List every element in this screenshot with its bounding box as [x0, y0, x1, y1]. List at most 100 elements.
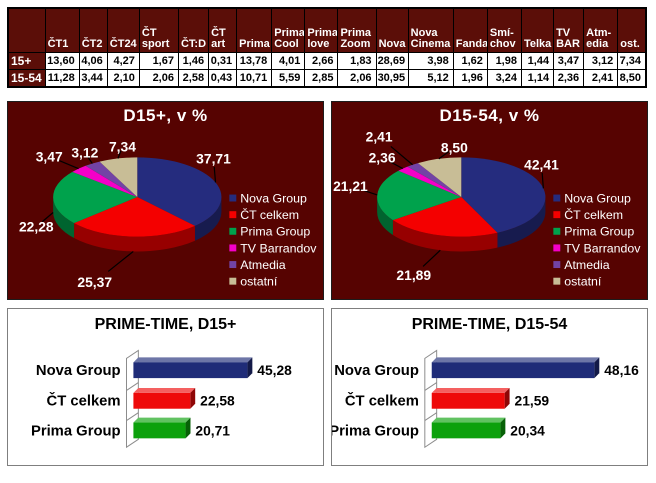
channel-column-header: TV BAR	[553, 7, 585, 53]
corner-cell	[7, 7, 46, 53]
svg-text:3,12: 3,12	[71, 144, 98, 160]
share-value-cell: 8,50	[617, 69, 647, 88]
share-value-cell: 5,59	[271, 69, 306, 88]
svg-text:Prima Group: Prima Group	[332, 423, 419, 439]
svg-text:ČT celkem: ČT celkem	[345, 392, 419, 410]
share-value-cell: 1,62	[452, 52, 488, 70]
svg-text:45,28: 45,28	[257, 362, 292, 378]
svg-text:7,34: 7,34	[109, 138, 136, 154]
share-value-cell: 1,67	[138, 52, 179, 70]
pie-panel-d15plus: 37,71 25,37 22,28 3,47 3,12 7,34 Nova Group ČT …	[7, 101, 324, 300]
pie-chart-d15plus: 37,71 25,37 22,28 3,47 3,12 7,34 Nova Group ČT …	[19, 138, 317, 290]
share-value-cell: 2,58	[177, 69, 210, 88]
bar-chart-title-primetime-d15plus: PRIME-TIME, D15+	[94, 316, 237, 333]
svg-text:48,16: 48,16	[604, 362, 639, 378]
share-value-cell: 4,01	[271, 52, 306, 70]
bar-panel-primetime-d15-54: Nova Group 48,16 ČT celkem 21,59 Prima Group…	[331, 308, 648, 466]
svg-text:Nova Group: Nova Group	[36, 363, 121, 379]
share-value-cell: 4,06	[78, 52, 108, 70]
share-value-cell: 30,95	[375, 69, 409, 88]
svg-text:25,37: 25,37	[77, 274, 112, 290]
share-value-cell: 3,12	[583, 52, 619, 70]
share-value-cell: 2,10	[106, 69, 140, 88]
channel-column-header: Nova	[375, 7, 409, 53]
share-value-cell: 13,78	[236, 52, 273, 70]
svg-text:22,58: 22,58	[200, 393, 235, 409]
channel-column-header: ost.	[617, 7, 647, 53]
svg-text:Nova Group: Nova Group	[240, 191, 307, 205]
svg-text:2,41: 2,41	[366, 129, 393, 145]
channel-column-header: ČT24	[106, 7, 140, 53]
share-value-cell: 2,06	[138, 69, 179, 88]
share-value-cell: 4,27	[106, 52, 140, 70]
svg-text:Atmedia: Atmedia	[240, 258, 285, 272]
share-value-cell: 3,24	[486, 69, 522, 88]
share-value-cell: 3,44	[78, 69, 108, 88]
svg-text:8,50: 8,50	[441, 139, 468, 155]
svg-text:2,36: 2,36	[369, 149, 396, 165]
channel-column-header: ČT2	[78, 7, 108, 53]
pie-charts-row: 37,71 25,37 22,28 3,47 3,12 7,34 Nova Group ČT …	[7, 101, 648, 300]
share-value-cell: 7,34	[617, 52, 647, 70]
channel-column-header: Prima Cool	[271, 7, 306, 53]
share-value-cell: 10,71	[236, 69, 273, 88]
audience-row: 15-54 11,28 3,44 2,10 2,06 2,58 0,43 10,71 5,59 2…	[7, 69, 647, 88]
svg-text:20,71: 20,71	[195, 422, 230, 438]
svg-text:42,41: 42,41	[524, 156, 559, 172]
channel-column-header: ČT1	[44, 7, 80, 53]
bar-chart-title-primetime-d15-54: PRIME-TIME, D15-54	[411, 316, 568, 333]
svg-text:21,21: 21,21	[333, 178, 368, 194]
svg-text:ostatní: ostatní	[564, 275, 602, 289]
svg-text:Nova Group: Nova Group	[564, 191, 631, 205]
share-value-cell: 1,46	[177, 52, 210, 70]
channel-column-header: Prima	[236, 7, 273, 53]
share-value-cell: 1,83	[337, 52, 377, 70]
share-value-cell: 1,98	[486, 52, 522, 70]
svg-text:TV Barrandov: TV Barrandov	[564, 241, 641, 255]
share-value-cell: 1,14	[520, 69, 555, 88]
share-value-cell: 2,66	[304, 52, 339, 70]
channel-column-header: Prima love	[304, 7, 339, 53]
bar-panel-primetime-d15plus: Nova Group 45,28 ČT celkem 22,58 Prima Group…	[7, 308, 324, 466]
share-value-cell: 5,12	[407, 69, 454, 88]
share-value-cell: 28,69	[375, 52, 409, 70]
share-value-cell: 0,31	[208, 52, 238, 70]
svg-text:21,59: 21,59	[515, 393, 550, 409]
channel-column-header: ČT sport	[138, 7, 179, 53]
svg-text:21,89: 21,89	[396, 267, 431, 283]
channel-column-header: ČT:D	[177, 7, 210, 53]
channel-column-header: Prima Zoom	[337, 7, 377, 53]
audience-share-table: ČT1 ČT2 ČT24 ČT sport ČT:D ČT art Prima Prima C…	[7, 7, 647, 88]
svg-text:ostatní: ostatní	[240, 275, 278, 289]
channel-column-header: Telka	[520, 7, 555, 53]
svg-text:ČT celkem: ČT celkem	[564, 207, 623, 222]
channel-column-header: Atm- edia	[583, 7, 619, 53]
svg-text:Prima Group: Prima Group	[564, 225, 634, 239]
share-value-cell: 2,06	[337, 69, 377, 88]
pie-chart-title-d15-54: D15-54, v %	[439, 106, 540, 125]
pie-panel-d15-54: 42,41 21,89 21,21 2,36 2,41 8,50 Nova Group ČT …	[331, 101, 648, 300]
svg-text:3,47: 3,47	[36, 148, 63, 164]
demographic-row-label: 15-54	[7, 69, 46, 88]
svg-text:ČT celkem: ČT celkem	[47, 392, 121, 410]
svg-text:ČT celkem: ČT celkem	[240, 207, 299, 222]
share-value-cell: 2,41	[583, 69, 619, 88]
channel-column-header: Fanda	[452, 7, 488, 53]
share-value-cell: 2,36	[553, 69, 585, 88]
channel-column-header: Smí- chov	[486, 7, 522, 53]
channel-column-header: Nova Cinema	[407, 7, 454, 53]
svg-text:Prima Group: Prima Group	[31, 423, 121, 439]
svg-text:TV Barrandov: TV Barrandov	[240, 241, 317, 255]
share-value-cell: 1,96	[452, 69, 488, 88]
share-value-cell: 11,28	[44, 69, 80, 88]
svg-text:Atmedia: Atmedia	[564, 258, 609, 272]
demographic-row-label: 15+	[7, 52, 46, 70]
bar-charts-row: Nova Group 45,28 ČT celkem 22,58 Prima Group…	[7, 308, 648, 466]
share-value-cell: 3,47	[553, 52, 585, 70]
share-value-cell: 1,44	[520, 52, 555, 70]
audience-row: 15+ 13,60 4,06 4,27 1,67 1,46 0,31 13,78 4,01 2,6…	[7, 52, 647, 70]
pie-chart-d15-54: 42,41 21,89 21,212,36 2,41 8,50 Nova Group ČT …	[333, 129, 641, 289]
svg-text:37,71: 37,71	[196, 150, 231, 166]
tv-audience-dashboard: ČT1 ČT2 ČT24 ČT sport ČT:D ČT art Prima Prima C…	[7, 7, 648, 466]
svg-text:20,34: 20,34	[510, 422, 545, 438]
